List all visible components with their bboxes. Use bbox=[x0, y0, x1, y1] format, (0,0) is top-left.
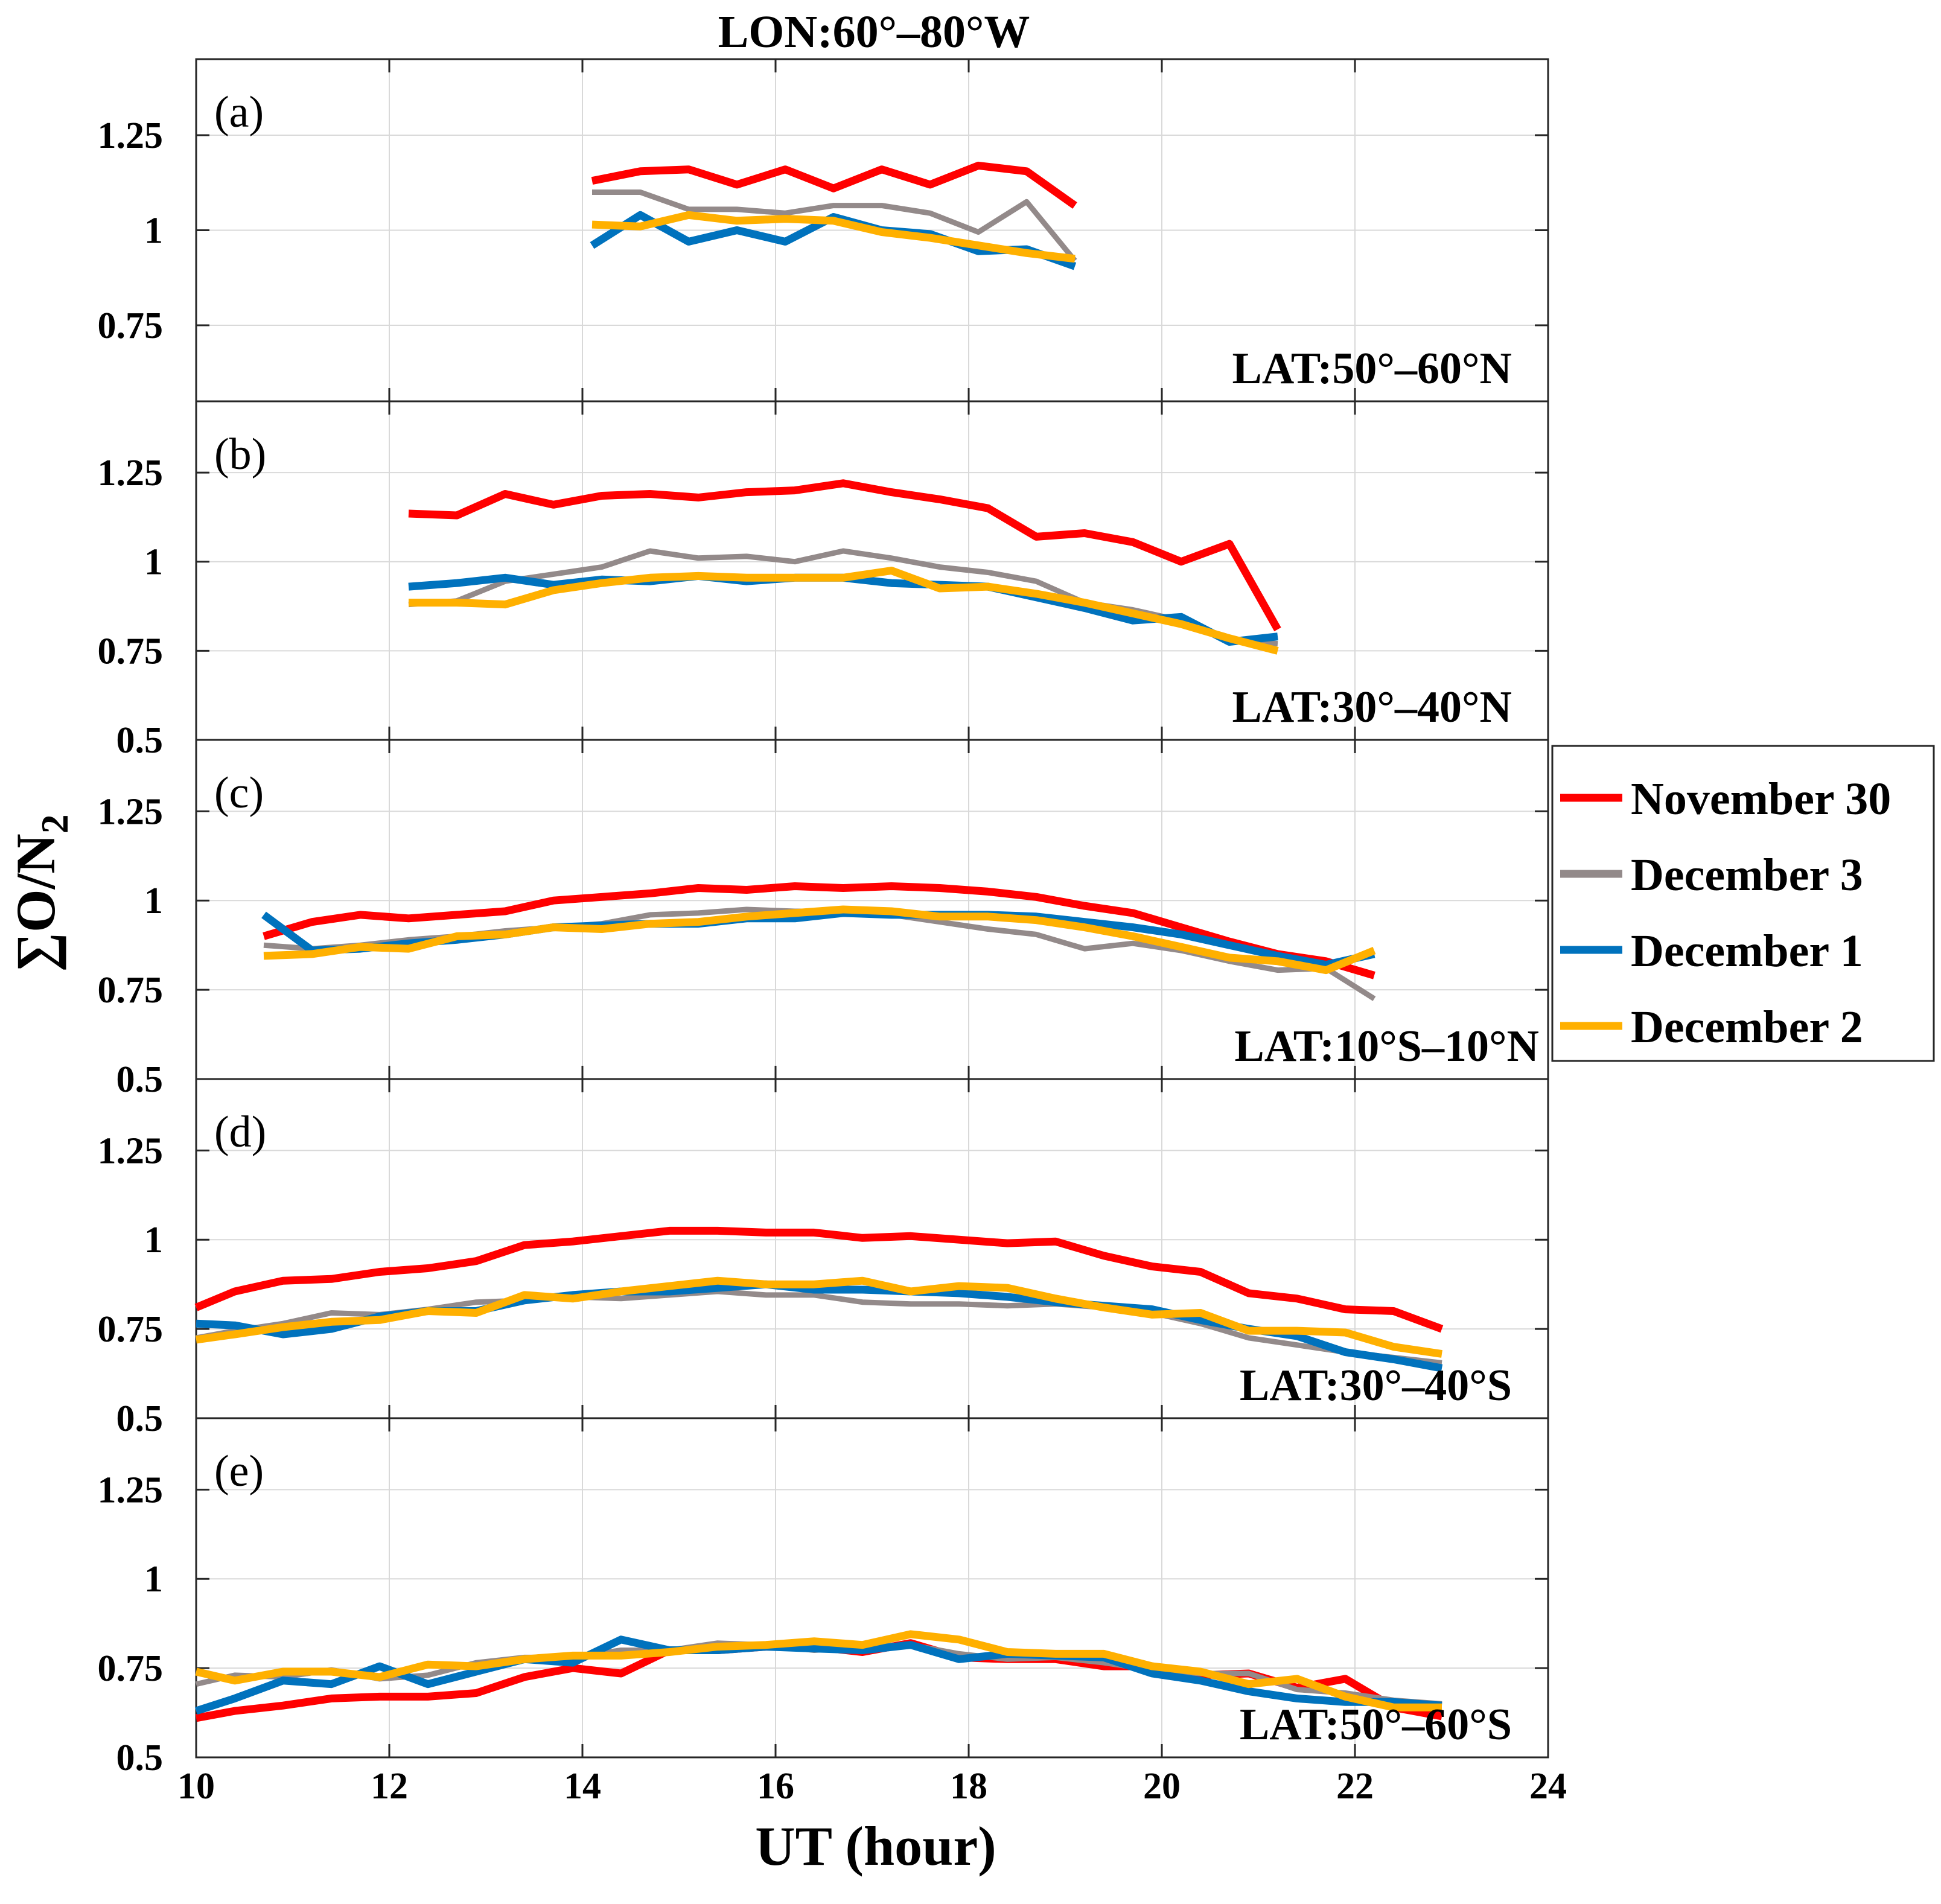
x-tick-label: 24 bbox=[1529, 1766, 1567, 1807]
y-tick-label: 1.25 bbox=[98, 1130, 164, 1171]
y-tick-label: 0.5 bbox=[116, 1398, 164, 1439]
latitude-label: LAT:50°–60°N bbox=[1232, 344, 1512, 393]
panels: 0.75 1 1.25 (a) LAT:50°–60°N 0.5 0.75 1 1.25 (b) L… bbox=[98, 58, 1567, 1807]
y-axis-title-subscript: 2 bbox=[33, 814, 76, 833]
y-axis-title-main: ∑O/N bbox=[5, 833, 66, 972]
legend-entry-label: December 1 bbox=[1631, 926, 1863, 976]
y-tick-label: 1.25 bbox=[98, 453, 164, 494]
panel-a: 0.75 1 1.25 (a) LAT:50°–60°N bbox=[98, 58, 1549, 403]
y-tick-label: 0.75 bbox=[98, 1309, 164, 1350]
x-tick-label: 18 bbox=[950, 1766, 987, 1807]
series-line-december-3 bbox=[592, 189, 1077, 263]
x-tick-label: 12 bbox=[371, 1766, 408, 1807]
x-tick-label: 10 bbox=[177, 1766, 215, 1807]
y-tick-label: 0.75 bbox=[98, 1648, 164, 1689]
panel-c: 0.5 0.75 1 1.25 (c) LAT:10°S–10°N bbox=[98, 739, 1549, 1100]
latitude-label: LAT:10°S–10°N bbox=[1234, 1022, 1539, 1071]
y-tick-label: 0.5 bbox=[116, 1737, 164, 1778]
x-tick-label: 20 bbox=[1143, 1766, 1181, 1807]
chart-title: LON:60°–80°W bbox=[718, 7, 1030, 57]
y-axis-title: ∑O/N2 bbox=[5, 814, 76, 972]
series-line-december-2 bbox=[409, 567, 1279, 655]
y-tick-label: 1 bbox=[144, 1220, 163, 1261]
y-tick-label: 1 bbox=[144, 211, 163, 252]
panel-letter: (c) bbox=[214, 768, 264, 818]
series-line-november-30 bbox=[591, 161, 1077, 209]
y-tick-label: 1.25 bbox=[98, 1469, 164, 1511]
series-line-november-30 bbox=[263, 882, 1375, 979]
y-tick-label: 1.25 bbox=[98, 791, 164, 832]
series-line-december-2 bbox=[591, 211, 1076, 263]
y-tick-label: 1 bbox=[144, 880, 163, 922]
y-tick-label: 0.5 bbox=[116, 720, 164, 761]
y-tick-label: 0.5 bbox=[116, 1059, 164, 1100]
x-axis-title: UT (hour) bbox=[755, 1815, 996, 1877]
y-tick-label: 0.75 bbox=[98, 970, 164, 1011]
latitude-label: LAT:30°–40°S bbox=[1240, 1361, 1512, 1410]
y-tick-label: 0.75 bbox=[98, 305, 164, 346]
series-line-november-30 bbox=[408, 479, 1281, 632]
panel-d: 0.5 0.75 1 1.25 (d) LAT:30°–40°S bbox=[98, 1078, 1549, 1439]
y-tick-label: 1 bbox=[144, 542, 163, 583]
panel-e: 0.5 0.75 1 1.25 (e) LAT:50°–60°S bbox=[98, 1417, 1549, 1778]
x-tick-labels: 10 12 14 16 18 20 22 24 bbox=[177, 1766, 1567, 1807]
latitude-label: LAT:50°–60°S bbox=[1240, 1700, 1512, 1750]
panel-b: 0.5 0.75 1 1.25 (b) LAT:30°–40°N bbox=[98, 400, 1549, 761]
x-tick-label: 14 bbox=[564, 1766, 601, 1807]
panel-frame bbox=[195, 1417, 1549, 1759]
series-line-december-2 bbox=[195, 1630, 1442, 1711]
legend: November 30 December 3 December 1 December … bbox=[1551, 745, 1935, 1062]
panel-letter: (b) bbox=[214, 430, 266, 479]
panel-letter: (a) bbox=[214, 88, 264, 137]
legend-entry-label: December 3 bbox=[1631, 850, 1863, 900]
panel-letter: (d) bbox=[214, 1107, 266, 1157]
y-tick-label: 0.75 bbox=[98, 631, 164, 672]
y-tick-label: 1.25 bbox=[98, 115, 164, 156]
x-tick-label: 16 bbox=[757, 1766, 794, 1807]
series-line-december-2 bbox=[196, 1276, 1442, 1358]
legend-entry-label: November 30 bbox=[1631, 774, 1891, 824]
x-tick-label: 22 bbox=[1336, 1766, 1374, 1807]
series-line-december-1 bbox=[408, 572, 1278, 646]
legend-entry-label: December 2 bbox=[1631, 1002, 1863, 1052]
series-line-november-30 bbox=[194, 1226, 1444, 1333]
panel-letter: (e) bbox=[214, 1447, 264, 1496]
series-line-december-2 bbox=[263, 905, 1376, 975]
latitude-label: LAT:30°–40°N bbox=[1232, 683, 1512, 732]
y-tick-label: 1 bbox=[144, 1559, 163, 1600]
